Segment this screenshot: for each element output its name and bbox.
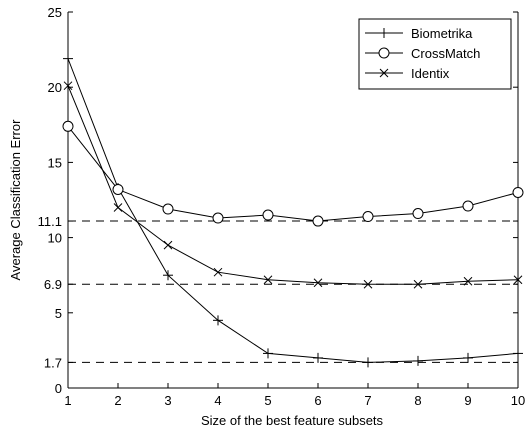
y-tick-label: 0 (55, 381, 62, 396)
y-tick-label: 5 (55, 306, 62, 321)
series-identix (63, 81, 523, 289)
y-tick-label: 15 (48, 155, 62, 170)
data-point-biometrika (163, 270, 173, 281)
x-tick-label: 6 (314, 393, 321, 408)
legend-marker (379, 68, 389, 78)
data-point-identix (313, 278, 323, 288)
data-point-crossmatch (262, 209, 274, 221)
data-point-identix (463, 276, 473, 286)
x-tick-label: 7 (364, 393, 371, 408)
data-point-crossmatch (412, 208, 424, 220)
x-tick-label: 1 (64, 393, 71, 408)
data-point-crossmatch (512, 186, 524, 198)
x-tick-label: 5 (264, 393, 271, 408)
x-tick-label: 2 (114, 393, 121, 408)
data-point-biometrika (413, 355, 423, 366)
y-tick-label: 10 (48, 231, 62, 246)
data-point-biometrika (363, 357, 373, 368)
legend-label: CrossMatch (411, 46, 480, 61)
x-tick-label: 9 (464, 393, 471, 408)
x-tick-label: 3 (164, 393, 171, 408)
legend-marker (378, 47, 390, 59)
plot-frame (67, 12, 519, 389)
legend-item-crossmatch: CrossMatch (365, 46, 480, 61)
x-axis-ticks: 1 2 3 4 5 6 7 8 9 10 (64, 383, 525, 408)
data-point-biometrika (263, 348, 273, 359)
legend-label: Biometrika (411, 26, 473, 41)
data-point-identix (263, 275, 273, 285)
series-line-identix (67, 85, 519, 285)
data-point-identix (63, 81, 73, 91)
data-point-identix (513, 275, 523, 285)
data-point-biometrika (513, 348, 523, 359)
y-tick-label: 11.1 (38, 214, 62, 229)
y-axis-title: Average Classification Error (8, 119, 23, 281)
data-point-crossmatch (112, 183, 124, 195)
reference-lines (68, 220, 518, 363)
data-point-crossmatch (162, 203, 174, 215)
data-point-crossmatch (462, 200, 474, 212)
data-point-biometrika (463, 352, 473, 363)
data-point-crossmatch (212, 212, 224, 224)
x-tick-label: 4 (214, 393, 221, 408)
y-tick-label: 1.7 (44, 355, 62, 370)
series-layer (62, 53, 524, 368)
data-point-identix (413, 279, 423, 289)
data-point-identix (213, 267, 223, 277)
legend: Biometrika CrossMatch Identix (358, 18, 512, 90)
data-point-crossmatch (312, 215, 324, 227)
legend-item-biometrika: Biometrika (365, 26, 473, 41)
data-point-crossmatch (62, 120, 74, 132)
y-tick-label: 6.9 (44, 277, 62, 292)
legend-marker (379, 28, 389, 38)
data-point-biometrika (313, 352, 323, 363)
data-point-biometrika (213, 315, 223, 326)
y-tick-label: 25 (48, 5, 62, 20)
legend-label: Identix (411, 66, 450, 81)
x-axis-title: Size of the best feature subsets (201, 413, 384, 428)
legend-item-identix: Identix (365, 66, 450, 81)
y-axis-ticks: 0 1.7 5 6.9 10 11.1 15 20 25 (38, 5, 518, 396)
data-point-crossmatch (362, 211, 374, 223)
x-tick-label: 10 (511, 393, 525, 408)
series-biometrika (63, 53, 523, 368)
y-tick-label: 20 (48, 80, 62, 95)
data-point-identix (163, 240, 173, 250)
series-line-biometrika (67, 58, 519, 363)
data-point-identix (363, 279, 373, 289)
data-point-identix (113, 203, 123, 212)
x-tick-label: 8 (414, 393, 421, 408)
series-line-crossmatch (67, 125, 519, 222)
data-point-biometrika (63, 53, 73, 64)
series-crossmatch (62, 120, 524, 227)
